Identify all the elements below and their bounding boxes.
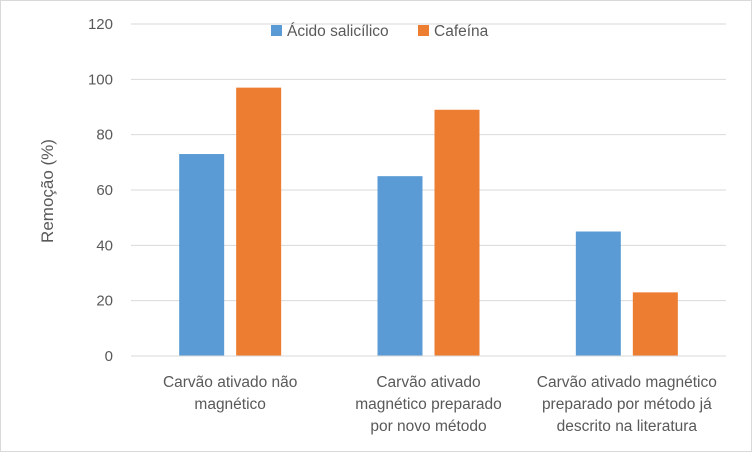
y-tick-labels: 0 20 40 60 80 100 120 [88, 16, 113, 365]
y-tick-label: 20 [96, 293, 113, 310]
gridlines [131, 23, 726, 302]
y-axis-label: Remoção (%) [38, 139, 57, 243]
category-label: Carvão ativado magnético preparado por mé… [537, 374, 717, 435]
legend-swatch [271, 25, 282, 36]
bar-acido-salicilico [377, 176, 423, 356]
legend: Ácido salicílico Cafeína [271, 23, 489, 40]
category-label: Carvão ativado magnético preparado por nov… [355, 374, 502, 435]
bar-cafeina [434, 109, 480, 357]
bars [179, 87, 678, 357]
bar-cafeina [236, 87, 282, 356]
bar-cafeina [632, 292, 678, 356]
y-tick-label: 100 [88, 71, 113, 88]
bar-acido-salicilico [575, 231, 621, 356]
y-tick-label: 40 [96, 237, 113, 254]
y-tick-label: 120 [88, 16, 113, 33]
legend-label: Ácido salicílico [287, 23, 389, 40]
legend-swatch [418, 25, 429, 36]
category-labels: Carvão ativado não magnético Carvão ativad… [163, 374, 717, 435]
legend-label: Cafeína [434, 23, 489, 40]
y-tick-label: 80 [96, 127, 113, 144]
bar-acido-salicilico [179, 154, 225, 356]
category-label: Carvão ativado não magnético [163, 374, 297, 413]
y-tick-label: 60 [96, 182, 113, 199]
y-tick-label: 0 [105, 348, 113, 365]
